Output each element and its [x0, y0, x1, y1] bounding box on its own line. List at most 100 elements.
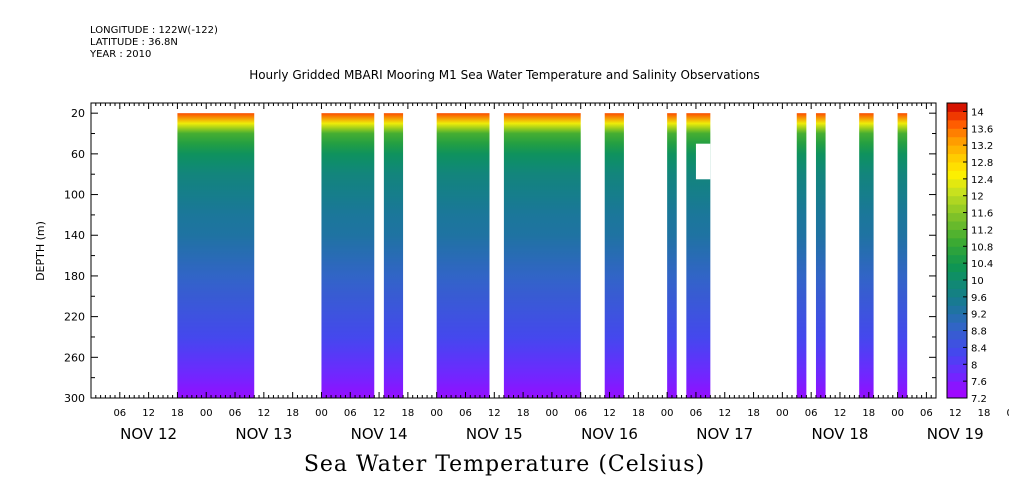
missing-data-gap	[695, 143, 711, 180]
x-tick-label: 18	[632, 408, 645, 419]
colorbar-segment	[947, 271, 967, 281]
x-tick-label: 18	[171, 408, 184, 419]
x-tick-label: 18	[978, 408, 991, 419]
colorbar-label: 10.4	[971, 259, 993, 270]
colorbar-segment	[947, 229, 967, 239]
colorbar-segment	[947, 212, 967, 222]
x-tick-label: 12	[603, 408, 616, 419]
x-tick-label: 18	[862, 408, 875, 419]
data-block	[815, 113, 826, 398]
colorbar-segment	[947, 347, 967, 357]
x-tick-label: 12	[834, 408, 847, 419]
y-tick-label: 180	[64, 270, 85, 283]
data-block	[436, 113, 490, 398]
data-block	[383, 113, 404, 398]
year-label: YEAR : 2010	[90, 49, 152, 60]
y-tick-label: 220	[64, 311, 85, 324]
colorbar-label: 9.6	[971, 293, 987, 304]
colorbar-segment	[947, 153, 967, 163]
colorbar-label: 8.4	[971, 343, 987, 354]
colorbar-label: 12	[971, 192, 984, 203]
colorbar-segment	[947, 381, 967, 391]
colorbar-segment	[947, 237, 967, 247]
colorbar-segment	[947, 254, 967, 264]
data-block	[503, 113, 581, 398]
x-tick-label: 06	[459, 408, 472, 419]
x-day-label: NOV 13	[235, 425, 292, 443]
x-tick-label: 12	[488, 408, 501, 419]
y-tick-label: 60	[71, 148, 85, 161]
colorbar-segment	[947, 296, 967, 306]
colorbar-label: 13.2	[971, 141, 993, 152]
y-tick-label: 20	[71, 107, 85, 120]
x-day-label: NOV 16	[581, 425, 638, 443]
x-axis: 06 12 18 00 06 12 18 00 06 12 18 00 06 12 18 00 06 12 18 00…	[90, 103, 1009, 443]
colorbar-segment	[947, 364, 967, 374]
colorbar-segment	[947, 204, 967, 214]
colorbar-label: 12.4	[971, 175, 993, 186]
y-axis-label: DEPTH (m)	[34, 221, 47, 281]
colorbar-label: 8.8	[971, 327, 987, 338]
colorbar-segment	[947, 128, 967, 138]
colorbar-label: 11.6	[971, 209, 993, 220]
y-tick-label: 300	[64, 392, 85, 405]
x-tick-label: 12	[718, 408, 731, 419]
colorbar-label: 13.6	[971, 124, 993, 135]
x-tick-label: 00	[661, 408, 674, 419]
data-block	[604, 113, 624, 398]
x-tick-label: 06	[805, 408, 818, 419]
x-day-label: NOV 14	[351, 425, 408, 443]
colorbar-segment	[947, 119, 967, 129]
colorbar-segment	[947, 305, 967, 315]
x-day-label: NOV 15	[466, 425, 523, 443]
colorbar-border	[946, 102, 968, 399]
colorbar-segment	[947, 389, 967, 399]
colorbar-segment	[947, 372, 967, 382]
x-tick-label: 06	[574, 408, 587, 419]
x-tick-label: 06	[690, 408, 703, 419]
y-tick-label: 100	[64, 189, 85, 202]
x-tick-label: 18	[517, 408, 530, 419]
x-tick-label: 18	[286, 408, 299, 419]
colorbar-segment	[947, 195, 967, 205]
x-tick-label: 06	[344, 408, 357, 419]
colorbar-segment	[947, 330, 967, 340]
colorbar-segment	[947, 111, 967, 121]
colorbar-label: 8	[971, 360, 977, 371]
x-day-label: NOV 17	[696, 425, 753, 443]
colorbar-segment	[947, 145, 967, 155]
colorbar-segment	[947, 187, 967, 197]
x-tick-label: 00	[546, 408, 559, 419]
y-tick-label: 140	[64, 229, 85, 242]
x-tick-label: 00	[430, 408, 443, 419]
x-day-label: NOV 18	[812, 425, 869, 443]
colorbar-label: 7.2	[971, 394, 987, 405]
colorbar-label: 7.6	[971, 377, 987, 388]
data-block	[177, 113, 255, 398]
colorbar-label: 11.2	[971, 225, 993, 236]
chart-footer-label: Sea Water Temperature (Celsius)	[303, 452, 706, 477]
x-tick-label: 00	[776, 408, 789, 419]
colorbar-segment	[947, 313, 967, 323]
heatmap-cells	[177, 113, 908, 398]
colorbar-segment	[947, 178, 967, 188]
x-tick-label: 00	[1006, 408, 1009, 419]
colorbar-segment	[947, 170, 967, 180]
y-tick-label: 260	[64, 351, 85, 364]
x-tick-label: 18	[747, 408, 760, 419]
colorbar-segment	[947, 136, 967, 146]
data-block	[796, 113, 807, 398]
x-tick-label: 12	[142, 408, 155, 419]
colorbar-segment	[947, 322, 967, 332]
colorbar: 14 13.6 13.2 12.8 12.4 12 11.6 11.2 10.8 10.4 10 9.…	[946, 102, 993, 405]
longitude-label: LONGITUDE : 122W(-122)	[90, 25, 218, 36]
x-tick-label: 12	[949, 408, 962, 419]
latitude-label: LATITUDE : 36.8N	[90, 37, 178, 48]
colorbar-segment	[947, 263, 967, 273]
colorbar-segment	[947, 339, 967, 348]
data-block	[667, 113, 677, 398]
x-tick-label: 00	[200, 408, 213, 419]
data-block	[897, 113, 908, 398]
colorbar-segment	[947, 246, 967, 256]
y-axis: 20 60 100 140 180 220 260 300	[64, 107, 936, 405]
